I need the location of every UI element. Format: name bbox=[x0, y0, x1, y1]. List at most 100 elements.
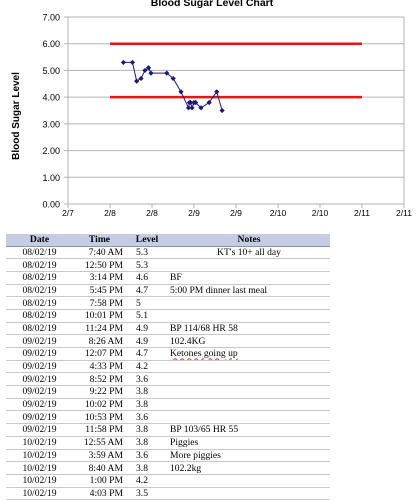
table-row: 10/02/19 3:59 AM 3.6 More piggies bbox=[6, 449, 330, 463]
data-point bbox=[198, 105, 204, 111]
cell-level: 5.3 bbox=[126, 258, 168, 272]
cell-level: 4.2 bbox=[126, 360, 168, 374]
cell-time: 12:07 PM bbox=[73, 347, 126, 361]
y-tick-labels: 0.00 1.00 2.00 3.00 4.00 5.00 6.00 7.00 bbox=[42, 13, 60, 210]
blood-sugar-chart: Blood Sugar Level Chart Blood Sugar Leve… bbox=[11, 0, 412, 218]
x-tick-label: 2/9 bbox=[188, 208, 200, 218]
x-tick-label: 2/7 bbox=[62, 208, 74, 218]
cell-time: 10:02 PM bbox=[73, 398, 126, 412]
y-tick-label: 1.00 bbox=[42, 173, 60, 183]
cell-time: 5:45 PM bbox=[73, 284, 126, 298]
cell-time: 1:00 PM bbox=[73, 474, 126, 488]
cell-time: 8:26 AM bbox=[73, 334, 126, 348]
cell-level: 3.6 bbox=[126, 449, 168, 463]
cell-level: 4.2 bbox=[126, 474, 168, 488]
y-tick-label: 2.00 bbox=[42, 146, 60, 156]
cell-time: 3:14 PM bbox=[73, 271, 126, 285]
spellcheck-flagged-text: Ketones going up bbox=[170, 348, 238, 360]
cell-level: 5.3 bbox=[126, 246, 168, 260]
chart-title: Blood Sugar Level Chart bbox=[151, 0, 274, 9]
readings-table: Date Time Level Notes 08/02/19 7:40 AM 5.3… bbox=[6, 234, 330, 500]
x-tick-label: 2/10 bbox=[270, 208, 287, 218]
data-point bbox=[178, 89, 184, 95]
cell-date: 10/02/19 bbox=[6, 461, 73, 475]
cell-level: 3.6 bbox=[126, 372, 168, 387]
cell-level: 3.5 bbox=[126, 487, 168, 500]
cell-time: 8:40 AM bbox=[73, 461, 126, 475]
cell-level: 3.8 bbox=[126, 398, 168, 412]
cell-date: 09/02/19 bbox=[6, 334, 73, 348]
cell-notes: BP 103/65 HR 55 bbox=[168, 423, 330, 437]
table-row: 08/02/19 7:40 AM 5.3 KT's 10+ all day bbox=[6, 246, 330, 260]
gridlines bbox=[68, 16, 404, 205]
data-point bbox=[148, 70, 154, 76]
data-point bbox=[193, 99, 199, 106]
cell-date: 10/02/19 bbox=[6, 487, 73, 500]
table-row: 10/02/19 4:03 PM 3.5 bbox=[6, 487, 330, 500]
table-row: 10/02/19 12:55 AM 3.8 Piggies bbox=[6, 436, 330, 450]
cell-time: 10:53 PM bbox=[73, 410, 126, 425]
cell-date: 09/02/19 bbox=[6, 398, 73, 412]
cell-notes bbox=[168, 410, 330, 425]
x-tick-label: 2/8 bbox=[104, 208, 116, 218]
series-line bbox=[123, 61, 223, 111]
table-row: 10/02/19 8:40 AM 3.8 102.2kg bbox=[6, 461, 330, 475]
y-tick-label: 7.00 bbox=[42, 13, 60, 23]
x-tick-label: 2/11 bbox=[354, 208, 370, 218]
cell-date: 08/02/19 bbox=[6, 258, 73, 272]
cell-notes: 102.4KG bbox=[168, 334, 330, 348]
cell-notes bbox=[168, 309, 330, 323]
cell-notes: Ketones going up bbox=[168, 347, 330, 361]
cell-date: 08/02/19 bbox=[6, 296, 73, 310]
table-row: 08/02/19 7:58 PM 5 bbox=[6, 296, 330, 310]
data-point bbox=[187, 99, 194, 106]
x-tick-label: 2/9 bbox=[230, 208, 242, 218]
cell-date: 09/02/19 bbox=[6, 372, 73, 387]
y-tick-label: 3.00 bbox=[42, 119, 60, 129]
data-point bbox=[138, 75, 144, 82]
cell-date: 08/02/19 bbox=[6, 309, 73, 323]
y-axis-label: Blood Sugar Level bbox=[11, 72, 22, 160]
data-point bbox=[142, 67, 148, 74]
cell-notes bbox=[168, 385, 330, 399]
cell-time: 7:40 AM bbox=[73, 246, 126, 260]
cell-time: 3:59 AM bbox=[73, 449, 126, 463]
data-point bbox=[219, 107, 225, 114]
cell-time: 4:03 PM bbox=[73, 487, 126, 500]
cell-level: 3.6 bbox=[126, 410, 168, 425]
y-tick-label: 0.00 bbox=[42, 200, 60, 210]
cell-time: 11:24 PM bbox=[73, 322, 126, 336]
cell-notes bbox=[168, 398, 330, 412]
cell-time: 7:58 PM bbox=[73, 296, 126, 310]
data-point bbox=[120, 59, 127, 66]
x-tick-label: 2/11 bbox=[396, 208, 412, 218]
cell-date: 08/02/19 bbox=[6, 246, 73, 260]
cell-time: 12:50 PM bbox=[73, 258, 126, 272]
cell-level: 3.8 bbox=[126, 423, 168, 437]
cell-time: 12:55 AM bbox=[73, 436, 126, 450]
table-row: 08/02/19 3:14 PM 4.6 BF bbox=[6, 271, 330, 285]
data-point bbox=[189, 105, 195, 111]
data-point bbox=[134, 78, 140, 84]
table-row: 08/02/19 11:24 PM 4.9 BP 114/68 HR 58 bbox=[6, 322, 330, 336]
cell-level: 3.8 bbox=[126, 461, 168, 475]
cell-date: 08/02/19 bbox=[6, 284, 73, 298]
data-point bbox=[145, 65, 152, 71]
data-point bbox=[164, 70, 170, 76]
cell-level: 3.8 bbox=[126, 385, 168, 399]
cell-notes: 5:00 PM dinner last meal bbox=[168, 284, 330, 298]
x-tick-label: 2/10 bbox=[312, 208, 329, 218]
cell-notes bbox=[168, 487, 330, 500]
cell-time: 10:01 PM bbox=[73, 309, 126, 323]
cell-notes bbox=[168, 372, 330, 387]
data-point bbox=[185, 105, 192, 111]
x-tick-labels: 2/7 2/8 2/8 2/9 2/9 2/10 2/10 2/11 2/11 bbox=[62, 208, 412, 218]
x-tick-label: 2/8 bbox=[146, 208, 158, 218]
cell-level: 4.6 bbox=[126, 271, 168, 285]
cell-date: 09/02/19 bbox=[6, 347, 73, 361]
cell-time: 8:52 PM bbox=[73, 372, 126, 387]
header-notes: Notes bbox=[168, 234, 330, 247]
table-row: 09/02/19 8:52 PM 3.6 bbox=[6, 372, 330, 387]
data-point bbox=[170, 75, 176, 82]
cell-notes: KT's 10+ all day bbox=[168, 246, 330, 260]
